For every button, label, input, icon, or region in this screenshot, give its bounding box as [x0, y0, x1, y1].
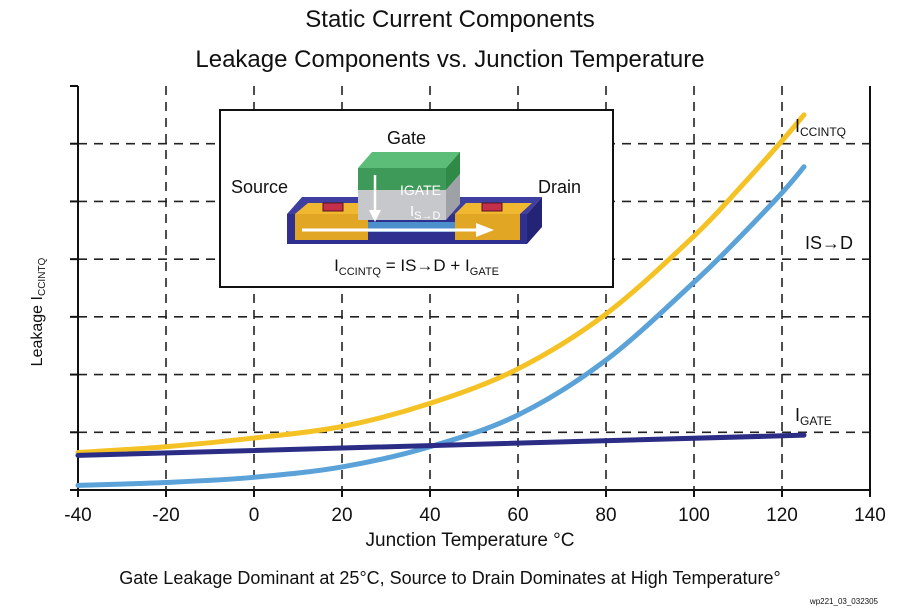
x-axis-label: Junction Temperature °C [365, 530, 575, 551]
series-line-isd [75, 164, 807, 488]
gate-side [446, 152, 460, 190]
series-label-isd: IS→D [805, 233, 854, 253]
x-tick-label: -20 [152, 505, 180, 526]
x-tick-label: 120 [766, 505, 798, 526]
axes [70, 85, 871, 497]
y-axis-label-sub: CCINTQ [37, 257, 48, 297]
x-tick-label: 40 [419, 505, 441, 526]
series-label-iccintq-main: I [795, 116, 801, 136]
gate-top [358, 152, 460, 168]
series-line-igate [75, 432, 807, 458]
source-region-front [295, 214, 368, 240]
isd-label: IS→D [410, 203, 441, 222]
x-tick-label: 80 [595, 505, 617, 526]
series-lines [75, 112, 807, 488]
x-tick-label: 0 [248, 505, 260, 526]
figure-caption: Gate Leakage Dominant at 25°C, Source to… [119, 568, 781, 588]
drain-region-front [455, 214, 520, 240]
source-contact [322, 202, 344, 212]
x-tick-label: 100 [678, 505, 710, 526]
series-label-igate-sub: GATE [800, 414, 832, 428]
x-tick-label: -40 [64, 505, 92, 526]
channel [368, 222, 455, 232]
equation-rhs-sub: GATE [469, 266, 499, 278]
igate-arrow-head [369, 210, 381, 222]
equation-lhs-sub: CCINTQ [338, 266, 381, 278]
series-line-iccintq [75, 112, 807, 455]
source-label: Source [231, 177, 289, 197]
equation-lhs: I [334, 256, 339, 275]
isd-label-sub: S→D [414, 210, 441, 222]
series-label-igate: IGATE [795, 405, 832, 428]
leakage-equation: ICCINTQ = IS→D + IGATE [220, 256, 613, 278]
series-label-iccintq-sub: CCINTQ [800, 125, 847, 139]
gate-front [358, 168, 446, 190]
igate-label: IGATE [400, 182, 441, 198]
x-tick-label: 60 [507, 505, 529, 526]
substrate-side [527, 197, 542, 244]
drain-contact [481, 202, 503, 212]
equation-middle: = IS→D + I [380, 256, 470, 275]
drain-label: Drain [538, 177, 582, 197]
series-label-iccintq: ICCINTQ [795, 116, 847, 139]
isd-label-main: I [410, 203, 415, 220]
series-label-igate-main: I [795, 405, 801, 425]
y-axis-label: Leakage ICCINTQ [29, 257, 48, 367]
y-axis-label-main: Leakage I [29, 296, 46, 367]
chart-subtitle: Leakage Components vs. Junction Temperat… [195, 46, 705, 73]
gate-label: Gate [387, 128, 427, 148]
x-tick-label: 140 [854, 505, 886, 526]
figure-code: wp221_03_032305 [809, 597, 878, 606]
chart-title: Static Current Components [305, 6, 595, 33]
x-tick-label: 20 [331, 505, 353, 526]
transistor-inset [219, 109, 614, 288]
isd-arrow-head [476, 223, 494, 237]
gate-oxide-side [446, 174, 460, 220]
